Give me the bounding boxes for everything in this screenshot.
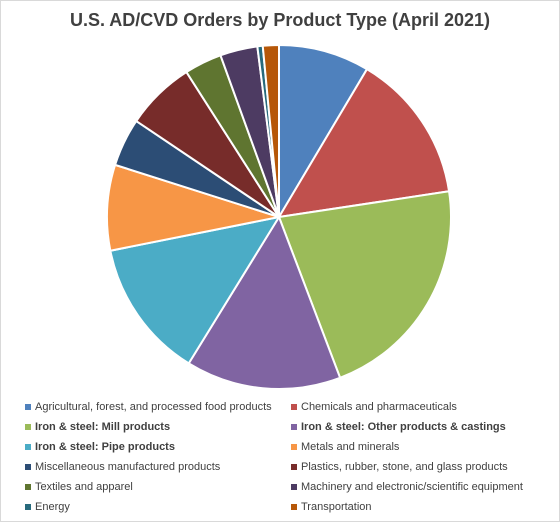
legend-swatch <box>291 484 297 490</box>
legend-item: Textiles and apparel <box>25 479 291 495</box>
legend-label: Metals and minerals <box>301 441 400 453</box>
legend: Agricultural, forest, and processed food… <box>25 399 555 515</box>
pie-slice <box>261 43 280 218</box>
legend-item: Transportation <box>291 499 555 515</box>
legend-label: Miscellaneous manufactured products <box>35 461 221 473</box>
legend-label: Machinery and electronic/scientific equi… <box>301 481 523 493</box>
legend-item: Energy <box>25 499 291 515</box>
legend-label: Energy <box>35 501 70 513</box>
pie-chart <box>106 43 452 391</box>
pie-slice <box>278 68 451 218</box>
legend-swatch <box>291 424 297 430</box>
legend-item: Iron & steel: Other products & castings <box>291 419 555 435</box>
legend-item: Chemicals and pharmaceuticals <box>291 399 555 415</box>
legend-swatch <box>25 464 31 470</box>
legend-label: Chemicals and pharmaceuticals <box>301 401 457 413</box>
legend-label: Agricultural, forest, and processed food… <box>35 401 272 413</box>
chart-title: U.S. AD/CVD Orders by Product Type (Apri… <box>69 10 491 30</box>
legend-swatch <box>25 404 31 410</box>
legend-item: Miscellaneous manufactured products <box>25 459 291 475</box>
pie-slice <box>278 190 452 379</box>
legend-label: Iron & steel: Other products & castings <box>301 421 506 433</box>
legend-swatch <box>291 444 297 450</box>
legend-label: Textiles and apparel <box>35 481 133 493</box>
legend-item: Agricultural, forest, and processed food… <box>25 399 291 415</box>
legend-swatch <box>291 464 297 470</box>
legend-swatch <box>25 484 31 490</box>
legend-swatch <box>25 504 31 510</box>
legend-label: Plastics, rubber, stone, and glass produ… <box>301 461 508 473</box>
pie-slice <box>278 44 368 218</box>
legend-item: Metals and minerals <box>291 439 555 455</box>
legend-label: Iron & steel: Mill products <box>35 421 171 433</box>
legend-item: Iron & steel: Mill products <box>25 419 291 435</box>
legend-swatch <box>25 444 31 450</box>
legend-label: Iron & steel: Pipe products <box>35 441 175 453</box>
legend-item: Iron & steel: Pipe products <box>25 439 291 455</box>
legend-item: Plastics, rubber, stone, and glass produ… <box>291 459 555 475</box>
pie-slice <box>187 216 342 391</box>
legend-swatch <box>25 424 31 430</box>
legend-label: Transportation <box>301 501 372 513</box>
legend-item: Machinery and electronic/scientific equi… <box>291 479 555 495</box>
legend-swatch <box>291 504 297 510</box>
legend-swatch <box>291 404 297 410</box>
pie-slice <box>109 216 280 365</box>
